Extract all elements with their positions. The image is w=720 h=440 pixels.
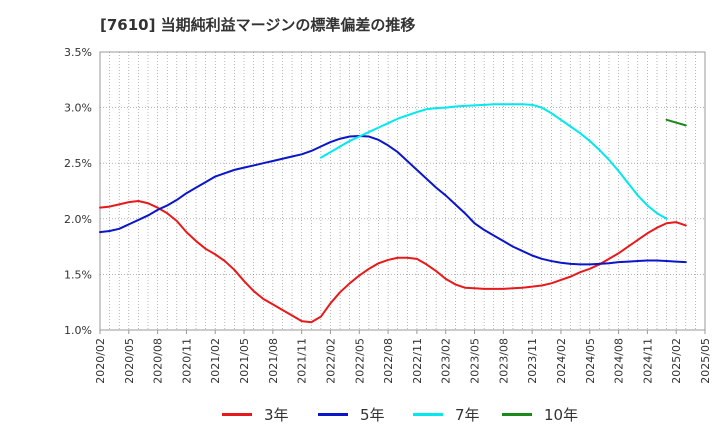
legend-label: 10年 (544, 406, 579, 424)
x-tick-label: 2022/02 (324, 338, 337, 384)
x-tick-label: 2023/11 (526, 338, 539, 384)
grid-lines (100, 52, 705, 330)
x-tick-label: 2022/11 (411, 338, 424, 384)
x-tick-label: 2020/08 (152, 338, 165, 384)
legend-swatch (413, 413, 443, 416)
y-tick-label: 3.0% (64, 102, 92, 115)
y-axis-ticks: 1.0% 1.5% 2.0% 2.5% 3.0% 3.5% (64, 46, 92, 337)
x-tick-label: 2021/02 (209, 338, 222, 384)
x-tick-label: 2025/02 (670, 338, 683, 384)
legend-item: 5年 (318, 404, 385, 425)
x-tick-label: 2024/08 (613, 338, 626, 384)
series-line-10年 (665, 118, 687, 127)
x-tick-label: 2023/05 (469, 338, 482, 384)
x-tick-label: 2023/02 (440, 338, 453, 384)
series-lines (99, 103, 687, 324)
legend-label: 7年 (455, 406, 480, 424)
y-tick-label: 2.0% (64, 213, 92, 226)
x-axis-ticks: 2020/02 2020/05 2020/08 2020/11 2021/02 2021/… (94, 330, 712, 384)
legend-label: 3年 (264, 406, 289, 424)
x-tick-label: 2024/02 (555, 338, 568, 384)
x-tick-label: 2024/11 (641, 338, 654, 384)
series-line-3年 (99, 200, 687, 324)
legend-item: 7年 (413, 404, 480, 425)
plot-background (99, 51, 706, 331)
x-tick-label: 2020/02 (94, 338, 107, 384)
x-tick-label: 2021/05 (238, 338, 251, 384)
x-tick-label: 2020/05 (123, 338, 136, 384)
legend-swatch (502, 413, 532, 416)
y-tick-label: 1.0% (64, 324, 92, 337)
x-tick-label: 2022/08 (382, 338, 395, 384)
x-tick-label: 2024/05 (584, 338, 597, 384)
legend-swatch (222, 413, 252, 416)
x-tick-label: 2021/08 (267, 338, 280, 384)
series-line-7年 (319, 103, 668, 220)
y-tick-label: 2.5% (64, 157, 92, 170)
x-tick-label: 2023/08 (497, 338, 510, 384)
x-tick-label: 2025/05 (699, 338, 712, 384)
legend-item: 3年 (222, 404, 289, 425)
chart-title: [7610] 当期純利益マージンの標準偏差の推移 (100, 16, 416, 34)
x-tick-label: 2020/11 (180, 338, 193, 384)
legend-item: 10年 (502, 404, 578, 425)
x-tick-label: 2022/05 (353, 338, 366, 384)
legend: 3年 5年 7年 10年 (0, 404, 720, 428)
legend-swatch (318, 413, 348, 416)
series-line-5年 (99, 134, 687, 266)
x-tick-label: 2021/11 (296, 338, 309, 384)
y-tick-label: 3.5% (64, 46, 92, 59)
y-tick-label: 1.5% (64, 268, 92, 281)
legend-label: 5年 (360, 406, 385, 424)
